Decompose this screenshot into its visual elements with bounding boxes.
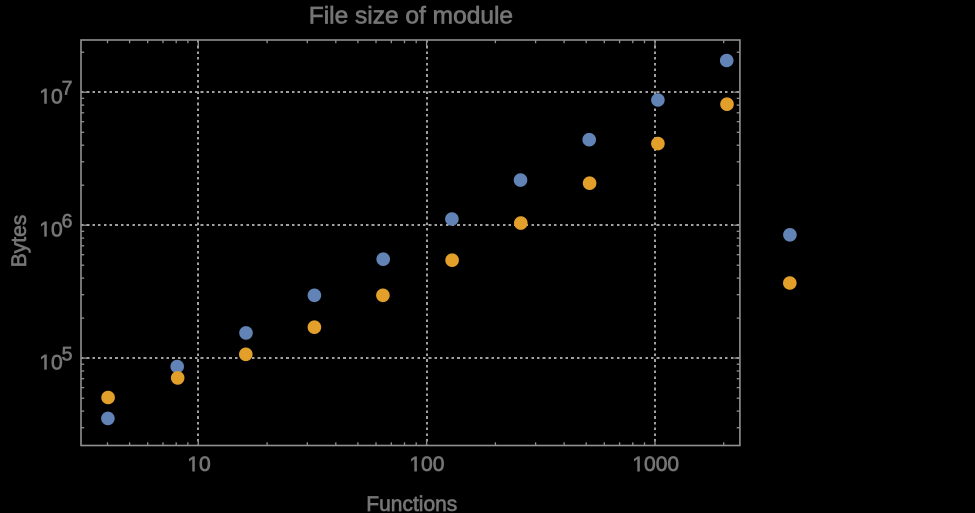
svg-text:Functions: Functions bbox=[366, 493, 457, 513]
svg-text:Bytes: Bytes bbox=[8, 215, 31, 268]
svg-text:00: 00 bbox=[421, 453, 444, 476]
svg-text:0: 0 bbox=[51, 85, 63, 108]
svg-text:File size of module: File size of module bbox=[309, 3, 513, 30]
svg-text:5: 5 bbox=[62, 343, 73, 365]
svg-text:0: 0 bbox=[51, 351, 63, 374]
svg-text:0: 0 bbox=[199, 453, 211, 476]
svg-text:0: 0 bbox=[51, 218, 63, 241]
svg-text:6: 6 bbox=[62, 210, 73, 232]
svg-text:7: 7 bbox=[62, 77, 73, 99]
svg-text:000: 000 bbox=[644, 453, 679, 476]
